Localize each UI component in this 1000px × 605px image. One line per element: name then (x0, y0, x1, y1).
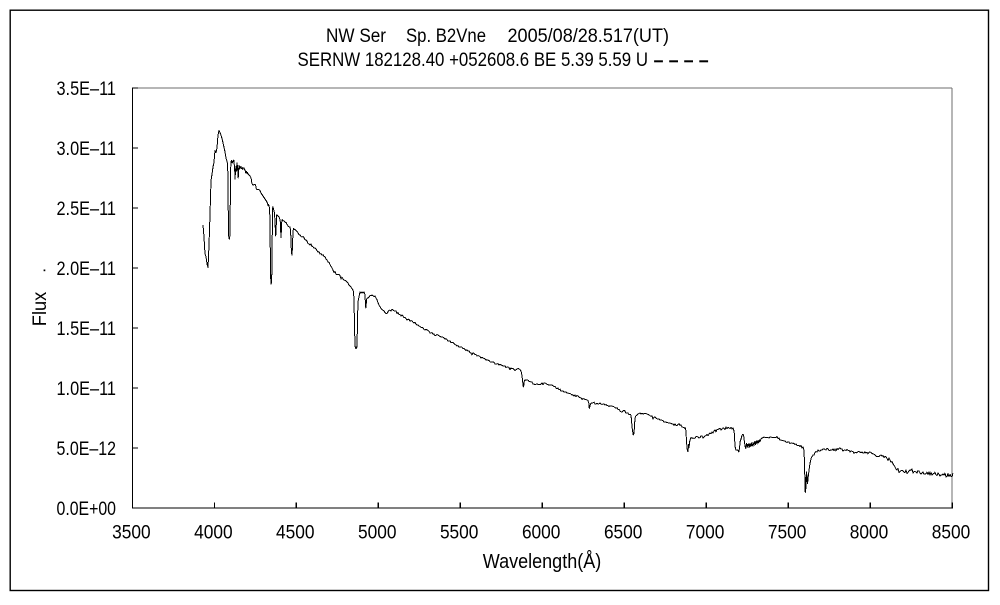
svg-text:3.0E–11: 3.0E–11 (57, 138, 117, 160)
svg-text:NW Ser: NW Ser (326, 25, 386, 47)
svg-text:7000: 7000 (686, 522, 725, 544)
svg-text:1.0E–11: 1.0E–11 (57, 378, 117, 400)
svg-text:5000: 5000 (358, 522, 397, 544)
svg-text:5.0E–12: 5.0E–12 (57, 438, 117, 460)
svg-text:4000: 4000 (194, 522, 233, 544)
svg-text:8500: 8500 (932, 522, 971, 544)
svg-text:Wavelength(Å): Wavelength(Å) (483, 550, 602, 573)
svg-text:0.0E+00: 0.0E+00 (57, 498, 117, 520)
svg-text:5500: 5500 (440, 522, 479, 544)
svg-text:1.5E–11: 1.5E–11 (57, 318, 117, 340)
svg-text:2.0E–11: 2.0E–11 (57, 258, 117, 280)
svg-text:8000: 8000 (850, 522, 889, 544)
svg-text:2005/08/28.517(UT): 2005/08/28.517(UT) (508, 25, 670, 47)
svg-text:Sp. B2Vne: Sp. B2Vne (406, 25, 486, 47)
svg-text:2.5E–11: 2.5E–11 (57, 198, 117, 220)
svg-text:6000: 6000 (522, 522, 561, 544)
svg-text:4500: 4500 (276, 522, 315, 544)
svg-text:7500: 7500 (768, 522, 807, 544)
svg-text:6500: 6500 (604, 522, 643, 544)
svg-text:3.5E–11: 3.5E–11 (57, 78, 117, 100)
svg-text:SERNW 182128.40 +052608.6 BE 5: SERNW 182128.40 +052608.6 BE 5.39 5.59 U (298, 49, 649, 71)
svg-text:3500: 3500 (112, 522, 151, 544)
svg-text:Flux: Flux (29, 291, 51, 326)
